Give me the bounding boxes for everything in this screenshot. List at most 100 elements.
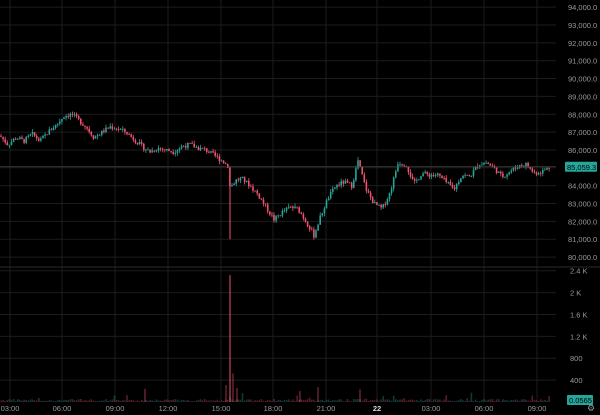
price-tick-label: 84,000.0 [568, 182, 597, 191]
candle-body [260, 198, 263, 200]
volume-bar [300, 399, 303, 402]
candle-body [130, 134, 132, 137]
candle-body [218, 156, 221, 162]
volume-bar [245, 399, 248, 402]
candle-body [38, 138, 40, 141]
last-price-badge [565, 161, 597, 172]
candle-body [323, 208, 326, 214]
candle-body [86, 126, 88, 129]
volume-bar [451, 401, 454, 402]
time-tick-label: 09:00 [528, 404, 547, 413]
candle-body [151, 150, 153, 153]
candle-body [94, 136, 97, 139]
candle-body [10, 141, 13, 145]
candle-body [168, 149, 170, 152]
candle-body [311, 229, 313, 231]
candle-body [189, 142, 191, 144]
volume-bar [232, 373, 234, 402]
gear-icon[interactable]: ⚙ [586, 403, 596, 413]
volume-bar [542, 400, 544, 402]
candle-body [248, 180, 250, 187]
candle-body [460, 178, 462, 183]
price-axis[interactable]: 94,000.0 93,000.0 92,000.0 91,000.0 90,000.0… [568, 3, 597, 262]
candle-body [336, 184, 338, 188]
candle-body [271, 214, 273, 216]
candle-body [437, 173, 439, 176]
candle-body [161, 148, 164, 150]
volume-bar [382, 396, 384, 402]
volume-bar [508, 400, 510, 402]
volume-bar [236, 387, 238, 402]
volume-bar [254, 400, 256, 402]
volume-axis[interactable]: 2.4 K 2 K 1.6 K 1.2 K 800 400 [570, 267, 588, 385]
price-tick-label: 90,000.0 [568, 75, 597, 84]
price-tick-label: 88,000.0 [568, 110, 597, 119]
candle-body [300, 212, 303, 215]
volume-tick-label: 2.4 K [570, 267, 588, 276]
volume-bar [46, 401, 48, 402]
volume-bar [264, 401, 267, 402]
volume-bar [483, 399, 485, 402]
candle-body [535, 172, 538, 175]
candle-body [514, 167, 517, 169]
candle-body [483, 162, 485, 165]
candle-body [17, 138, 19, 140]
volume-bar [132, 400, 135, 402]
candle-body [25, 136, 27, 143]
volume-bar [472, 401, 475, 402]
volume-bar [296, 395, 298, 402]
volume-bar [476, 401, 479, 402]
volume-bar [344, 401, 347, 402]
volume-bar [317, 400, 319, 402]
volume-bar [426, 399, 429, 402]
volume-bar [73, 400, 76, 402]
volume-bar [443, 399, 445, 402]
volume-bar [327, 399, 330, 402]
candle-body [279, 215, 282, 217]
candle-body [348, 182, 351, 184]
candle-body [470, 176, 473, 177]
candle-body [302, 214, 305, 219]
volume-bar [363, 399, 366, 402]
volume-bar [346, 399, 349, 402]
volume-bar [397, 400, 399, 402]
volume-bar [525, 399, 527, 402]
candle-body [392, 177, 395, 189]
volume-bar [218, 400, 221, 402]
candle-body [132, 136, 135, 140]
candle-body [319, 215, 321, 225]
candle-body [182, 146, 185, 148]
volume-bar [122, 400, 124, 402]
volume-bar [479, 401, 481, 402]
candle-body [27, 135, 30, 137]
candle-body [119, 129, 122, 131]
volume-bar [365, 398, 368, 402]
volume-bar [544, 399, 546, 402]
volume-bar [201, 400, 204, 402]
candle-body [269, 211, 271, 215]
time-axis[interactable]: 03:00 06:00 09:00 12:00 15:00 18:00 21:00 22 03:… [1, 404, 547, 413]
candle-body [290, 206, 292, 208]
candle-body [395, 171, 397, 178]
volume-bar [147, 400, 149, 402]
volume-bar [350, 401, 353, 402]
price-tick-label: 91,000.0 [568, 57, 597, 66]
volume-bar [17, 399, 19, 402]
volume-bar [233, 400, 235, 402]
volume-bar [342, 401, 345, 402]
candle-body [256, 190, 258, 194]
candle-body [164, 149, 166, 151]
candle-body [48, 129, 51, 135]
volume-bar [359, 389, 361, 402]
volume-bar [193, 401, 195, 402]
candle-body [111, 126, 114, 129]
candle-body [197, 147, 200, 151]
candle-body [292, 206, 294, 209]
volume-bar [75, 400, 78, 402]
volume-bar [315, 400, 317, 402]
volume-bar [105, 399, 107, 402]
volume-bar [420, 399, 422, 402]
volume-bar [409, 399, 412, 402]
candle-body [510, 170, 513, 173]
